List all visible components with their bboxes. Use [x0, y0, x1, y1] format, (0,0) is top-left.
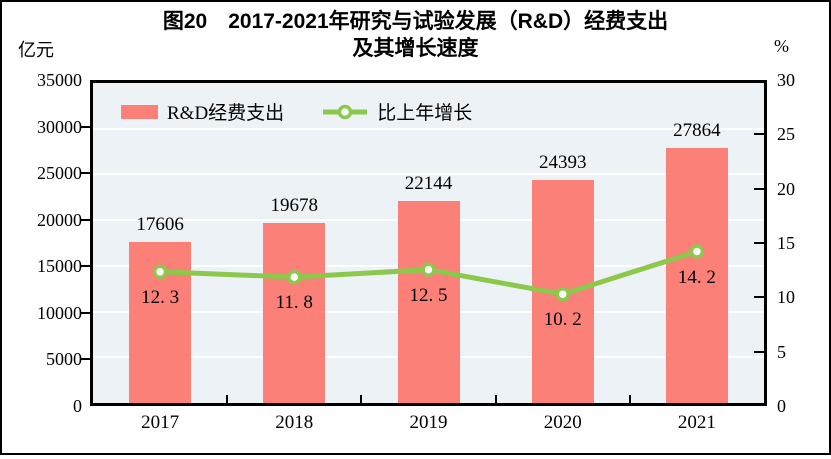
bar-value-label: 17606 [136, 214, 184, 236]
left-axis-tick-label: 5000 [46, 349, 82, 370]
line-marker [555, 286, 570, 302]
growth-value-label: 12. 5 [409, 284, 448, 306]
legend-line-marker-icon [323, 104, 368, 119]
line-marker [152, 264, 168, 280]
right-axis-tick [754, 242, 764, 244]
left-axis-tick [80, 125, 90, 128]
left-axis-tick-label: 20000 [37, 209, 82, 230]
legend: R&D经费支出 比上年增长 [121, 98, 510, 125]
bar-2018 [263, 223, 326, 403]
right-axis-tick [754, 350, 764, 353]
legend-label-bar: R&D经费支出 [167, 103, 285, 124]
bar-value-label: 24393 [538, 151, 587, 173]
bar-value-label: 22144 [404, 172, 453, 194]
x-axis-label-2018: 2018 [275, 412, 314, 433]
left-axis-tick [80, 265, 90, 268]
growth-value-label: 11. 8 [275, 292, 313, 314]
right-axis-tick-label: 5 [777, 341, 786, 362]
right-axis-tick-label: 0 [777, 396, 786, 416]
legend-bar-swatch-icon [121, 104, 158, 119]
x-axis-tick [226, 395, 229, 403]
x-axis-label-2019: 2019 [409, 412, 448, 433]
left-axis-tick [80, 311, 90, 314]
left-axis-tick [80, 358, 90, 361]
chart-title-line2: 及其增长速度 [352, 37, 479, 60]
x-axis-tick [360, 395, 363, 403]
gridline [93, 173, 764, 176]
growth-value-label: 12. 3 [141, 286, 180, 308]
x-axis-label-2020: 2020 [543, 412, 582, 433]
left-axis-tick-label: 30000 [37, 116, 82, 137]
growth-value-label: 10. 2 [543, 309, 582, 331]
growth-value-label: 14. 2 [677, 266, 716, 288]
chart-title: 图20 2017-2021年研究与试验发展（R&D）经费支出 及其增长速度 [2, 8, 829, 62]
left-axis-tick-label: 15000 [37, 256, 82, 277]
bar-value-label: 19678 [270, 195, 319, 217]
right-axis-tick-label: 30 [777, 70, 795, 90]
x-axis-tick [494, 395, 497, 403]
line-marker [689, 244, 705, 259]
left-axis-tick-label: 25000 [37, 163, 82, 184]
bar-2019 [397, 200, 460, 403]
left-axis-tick-label: 35000 [37, 70, 82, 90]
bar-value-label: 27864 [673, 120, 721, 142]
line-marker [421, 262, 436, 277]
right-axis-tick-label: 15 [777, 233, 795, 253]
left-axis-tick [80, 172, 90, 175]
right-axis-tick [754, 296, 764, 299]
bar-2021 [665, 148, 728, 403]
x-axis-tick [628, 395, 631, 403]
x-axis-label-2017: 2017 [141, 412, 180, 433]
right-axis-tick-label: 20 [777, 178, 795, 199]
growth-line-chart [152, 244, 705, 302]
x-axis-label-2021: 2021 [677, 412, 716, 433]
right-axis-tick-label: 10 [777, 287, 795, 308]
right-axis-tick-label: 25 [777, 124, 795, 145]
left-axis-tick-label: 0 [73, 396, 82, 416]
left-axis-unit-label: 亿元 [18, 40, 54, 60]
gridline [93, 127, 764, 130]
plot-area: R&D经费支出 比上年增长 17606 19678 22144 24393 27864 1… [90, 80, 767, 406]
chart-title-line1: 图20 2017-2021年研究与试验发展（R&D）经费支出 [162, 10, 669, 33]
left-axis-tick [80, 218, 90, 221]
right-axis-tick [754, 187, 764, 190]
line-marker [287, 269, 302, 285]
right-axis-tick [754, 133, 764, 136]
right-axis-unit-label: % [774, 36, 789, 56]
legend-label-line: 比上年增长 [377, 103, 473, 124]
left-axis-tick-label: 10000 [37, 302, 82, 323]
